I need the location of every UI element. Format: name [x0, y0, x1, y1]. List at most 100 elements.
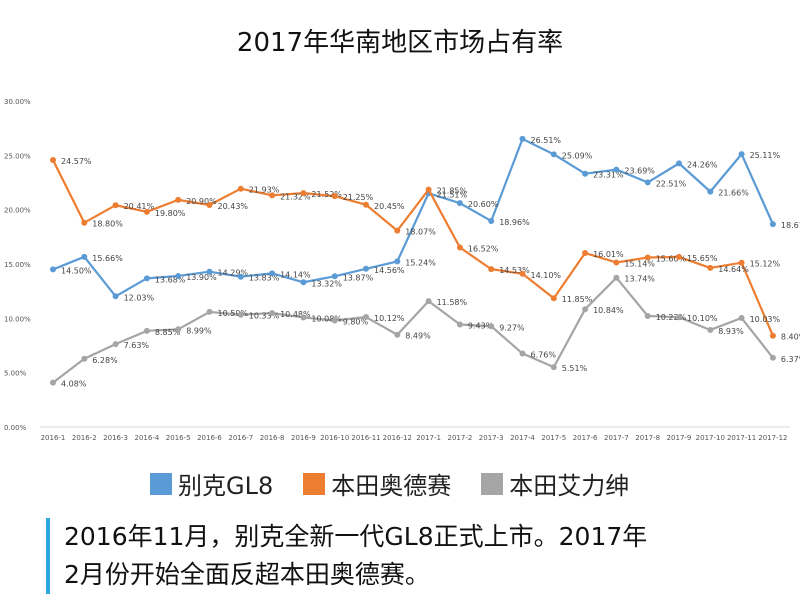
x-tick-label: 2016-10 — [320, 434, 349, 442]
data-label: 21.25% — [343, 193, 374, 202]
data-label: 18.67% — [781, 221, 800, 230]
data-label: 5.51% — [562, 364, 588, 373]
data-point — [394, 331, 401, 338]
data-label: 14.53% — [499, 266, 530, 275]
data-label: 16.01% — [593, 250, 624, 259]
series-line-2 — [52, 276, 774, 384]
data-label: 21.51% — [437, 190, 468, 199]
data-point — [81, 219, 88, 226]
data-point — [206, 201, 213, 208]
data-point — [394, 258, 401, 265]
y-tick-label: 30.00% — [4, 98, 31, 106]
data-point — [613, 259, 620, 266]
x-tick-label: 2017-9 — [667, 434, 692, 442]
data-point — [363, 201, 369, 208]
data-point — [707, 188, 714, 195]
data-point — [206, 268, 213, 275]
data-point — [488, 323, 495, 330]
data-point — [644, 312, 651, 319]
data-point — [519, 350, 526, 357]
data-point — [738, 151, 745, 158]
data-point — [269, 270, 276, 277]
data-label: 23.69% — [624, 167, 655, 176]
legend-label-odyssey: 本田奥德赛 — [331, 472, 452, 500]
y-tick-label: 5.00% — [4, 370, 27, 378]
data-label: 12.03% — [124, 293, 155, 302]
data-point — [50, 379, 56, 386]
data-point — [707, 264, 714, 271]
data-point — [269, 310, 276, 317]
data-point — [237, 185, 244, 192]
legend-item-elysion: 本田艾力绅 — [481, 466, 629, 501]
series-line-0 — [52, 137, 774, 298]
data-point — [425, 298, 432, 305]
x-tick-label: 2017-7 — [604, 434, 629, 442]
data-point — [519, 135, 526, 142]
data-label: 19.80% — [155, 209, 186, 218]
data-label: 13.83% — [249, 274, 280, 283]
x-tick-label: 2017-2 — [448, 434, 473, 442]
data-point — [331, 193, 338, 200]
data-point — [175, 272, 182, 279]
data-label: 26.51% — [531, 136, 562, 145]
data-label: 13.87% — [343, 273, 374, 282]
data-point — [81, 355, 88, 362]
data-point — [488, 266, 495, 273]
x-tick-label: 2016-2 — [72, 434, 97, 442]
legend-item-gl8: 别克GL8 — [150, 466, 273, 501]
data-label: 24.57% — [61, 157, 92, 166]
y-tick-label: 10.00% — [4, 315, 31, 323]
line-chart: 0.00% 5.00% 10.00% 15.00% 20.00% 25.00% 30.00%… — [4, 98, 800, 442]
data-point — [550, 151, 557, 158]
data-label: 25.11% — [750, 151, 781, 160]
data-point — [488, 217, 495, 224]
data-point — [394, 227, 401, 234]
data-label: 18.96% — [499, 218, 530, 227]
data-label: 8.49% — [405, 332, 431, 341]
data-point — [237, 273, 244, 280]
x-tick-label: 2016-5 — [166, 434, 191, 442]
data-label: 21.66% — [718, 189, 749, 198]
data-point — [363, 314, 369, 321]
data-label: 14.29% — [218, 269, 249, 278]
data-label: 9.27% — [499, 323, 525, 332]
data-point — [300, 314, 307, 321]
data-point — [582, 306, 589, 313]
data-point — [769, 221, 776, 228]
series-line-1 — [52, 159, 774, 337]
data-point — [456, 321, 463, 328]
data-label: 9.80% — [343, 318, 369, 327]
data-label: 13.68% — [155, 275, 186, 284]
data-label: 22.51% — [656, 179, 687, 188]
data-point — [300, 279, 307, 286]
data-point — [206, 308, 213, 315]
data-label: 7.63% — [124, 341, 150, 350]
x-tick-label: 2017-3 — [479, 434, 504, 442]
x-tick-label: 2016-3 — [103, 434, 128, 442]
x-tick-label: 2017-1 — [416, 434, 441, 442]
data-label: 15.24% — [405, 258, 436, 267]
data-point — [143, 327, 150, 334]
y-tick-label: 20.00% — [4, 207, 31, 215]
data-point — [50, 157, 56, 164]
data-point — [582, 250, 589, 257]
data-point — [300, 190, 307, 197]
legend-swatch-elysion — [481, 472, 504, 495]
data-label: 20.60% — [468, 200, 499, 209]
data-label: 15.60% — [656, 254, 687, 263]
data-label: 8.40% — [781, 333, 800, 342]
data-label: 8.93% — [718, 327, 744, 336]
data-label: 10.03% — [750, 315, 781, 324]
data-label: 15.14% — [624, 259, 655, 268]
data-label: 21.32% — [280, 192, 311, 201]
legend-swatch-odyssey — [303, 472, 326, 495]
data-label: 10.33% — [249, 312, 280, 321]
data-point — [331, 273, 338, 280]
data-label: 15.66% — [92, 254, 123, 263]
data-label: 10.22% — [656, 313, 687, 322]
data-point — [237, 311, 244, 318]
data-point — [644, 254, 651, 261]
data-label: 14.56% — [374, 266, 405, 275]
data-label: 13.90% — [186, 273, 217, 282]
data-point — [613, 166, 620, 173]
